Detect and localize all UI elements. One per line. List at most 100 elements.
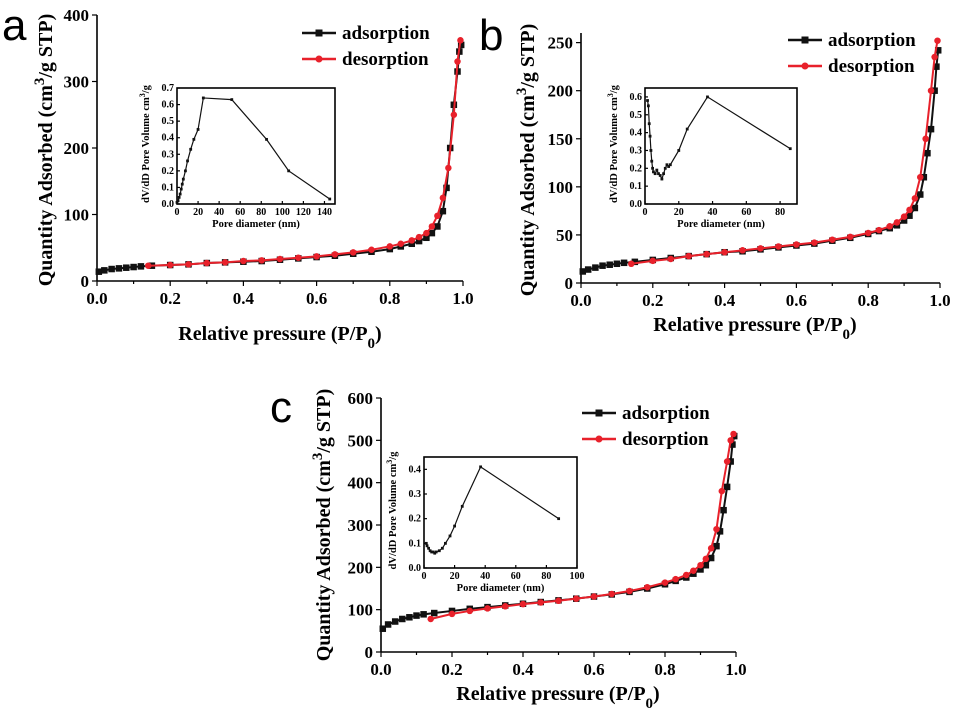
title-part: cm bbox=[609, 97, 620, 111]
desorption-point bbox=[739, 247, 746, 254]
inset-x-tick-label: 60 bbox=[741, 207, 751, 218]
inset-point bbox=[448, 534, 452, 538]
y-axis-title: Quantity Adsorbed (cm3/g STP) bbox=[310, 389, 335, 662]
adsorption-point bbox=[457, 41, 465, 49]
desorption-point bbox=[502, 603, 509, 610]
adsorption-point bbox=[434, 223, 441, 230]
y-axis-title: dV/dD Pore Volume cm3/g bbox=[606, 84, 621, 203]
x-tick-label: 0.4 bbox=[233, 289, 255, 308]
desorption-point bbox=[450, 111, 458, 118]
inset-x-tick-label: 60 bbox=[235, 207, 245, 218]
y-tick-label: 250 bbox=[548, 34, 574, 53]
inset-point bbox=[427, 546, 430, 550]
legend-desorption-label: desorption bbox=[622, 429, 709, 450]
x-tick-label: 0.8 bbox=[379, 289, 400, 308]
inset-point bbox=[328, 197, 332, 201]
desorption-point bbox=[258, 257, 265, 264]
adsorption-point bbox=[123, 264, 130, 271]
x-tick-label: 0.6 bbox=[306, 289, 327, 308]
x-tick-label: 0.6 bbox=[583, 660, 604, 679]
title-part: /g STP) bbox=[313, 389, 335, 454]
inset-a: 0 20 40 60 80 100 120 140 0.0 0.1 0.2 0.3 0.4 0.5 0.6 0… bbox=[138, 83, 336, 230]
desorption-point bbox=[484, 605, 491, 612]
adsorption-point bbox=[911, 204, 919, 212]
adsorption-point bbox=[420, 611, 427, 618]
adsorption-point bbox=[423, 234, 430, 242]
title-part: Relative pressure (P/ bbox=[178, 323, 355, 345]
inset-point bbox=[437, 549, 441, 553]
desorption-point bbox=[730, 430, 737, 438]
inset-point bbox=[176, 199, 180, 203]
adsorption-point bbox=[716, 528, 724, 535]
inset-y-tick-label: 0.5 bbox=[630, 110, 643, 121]
desorption-point bbox=[628, 260, 635, 268]
adsorption-point bbox=[428, 229, 436, 237]
adsorption-point bbox=[108, 265, 115, 273]
desorption-point bbox=[537, 599, 544, 606]
panel-label: c bbox=[270, 383, 292, 432]
title-part: /g bbox=[609, 84, 620, 94]
inset-point bbox=[179, 187, 183, 191]
superscript: 3 bbox=[310, 453, 326, 461]
inset-y-tick-label: 0.0 bbox=[162, 199, 175, 210]
title-part: /g STP) bbox=[35, 14, 57, 79]
title-part: cm bbox=[313, 460, 335, 486]
desorption-point bbox=[454, 58, 461, 65]
inset-x-tick-label: 20 bbox=[193, 207, 203, 218]
title-part: P bbox=[633, 683, 645, 705]
desorption-point bbox=[685, 252, 692, 260]
legend-desorption-marker bbox=[801, 62, 809, 70]
x-tick-label: 1.0 bbox=[725, 660, 746, 679]
y-tick-label: 50 bbox=[556, 226, 573, 245]
desorption-point bbox=[727, 437, 734, 444]
y-tick-label: 0 bbox=[565, 274, 574, 293]
adsorption-point bbox=[399, 615, 406, 623]
inset-y-tick-label: 0.0 bbox=[630, 199, 643, 210]
desorption-point bbox=[397, 240, 405, 248]
x-tick-label: 0.2 bbox=[160, 289, 181, 308]
legend-adsorption-label: adsorption bbox=[622, 403, 710, 424]
y-axis-title: dV/dD Pore Volume cm3/g bbox=[138, 84, 153, 203]
desorption-point bbox=[672, 575, 679, 583]
inset-x-title: Pore diameter (nm) bbox=[457, 583, 545, 594]
inset-point bbox=[230, 98, 234, 101]
inset-x-tick-label: 0 bbox=[422, 571, 427, 582]
desorption-point bbox=[886, 223, 893, 230]
legend-adsorption-marker bbox=[595, 409, 603, 417]
desorption-point bbox=[331, 251, 339, 258]
y-tick-label: 500 bbox=[348, 431, 374, 450]
inset-point bbox=[180, 182, 184, 186]
desorption-point bbox=[349, 249, 357, 256]
inset-point bbox=[186, 159, 189, 163]
inset-point bbox=[653, 172, 657, 176]
inset-point bbox=[433, 551, 437, 555]
x-axis-title: Relative pressure (P/P0) bbox=[653, 314, 856, 343]
inset-y-tick-label: 0.3 bbox=[409, 489, 422, 500]
x-tick-label: 0.6 bbox=[786, 291, 807, 310]
x-axis-title: Relative pressure (P/P0) bbox=[456, 683, 659, 709]
inset-point bbox=[189, 147, 193, 151]
adsorption-point bbox=[439, 207, 447, 215]
title-part: dV/dD Pore Volume bbox=[141, 111, 152, 203]
desorption-point bbox=[427, 615, 434, 623]
legend-adsorption-label: adsorption bbox=[828, 30, 916, 51]
desorption-point bbox=[702, 555, 710, 563]
inset-point bbox=[444, 541, 447, 545]
desorption-point bbox=[466, 607, 473, 615]
adsorption-point bbox=[613, 260, 621, 268]
inset-y-tick-label: 0.4 bbox=[630, 128, 643, 139]
legend-adsorption-marker bbox=[801, 36, 809, 44]
desorption-point bbox=[793, 241, 800, 248]
desorption-point bbox=[931, 53, 938, 61]
adsorption-line bbox=[582, 50, 940, 273]
inset-point bbox=[460, 504, 464, 508]
adsorption-point bbox=[920, 173, 928, 181]
adsorption-point bbox=[95, 268, 103, 275]
adsorption-point bbox=[431, 609, 438, 617]
inset-point bbox=[649, 149, 653, 152]
inset-point bbox=[178, 192, 182, 196]
desorption-line bbox=[148, 40, 462, 267]
inset-c: 0 20 40 60 80 100 0.0 0.1 0.2 0.3 0.4 Pore diameter… bbox=[385, 451, 585, 594]
inset-point bbox=[657, 172, 660, 176]
